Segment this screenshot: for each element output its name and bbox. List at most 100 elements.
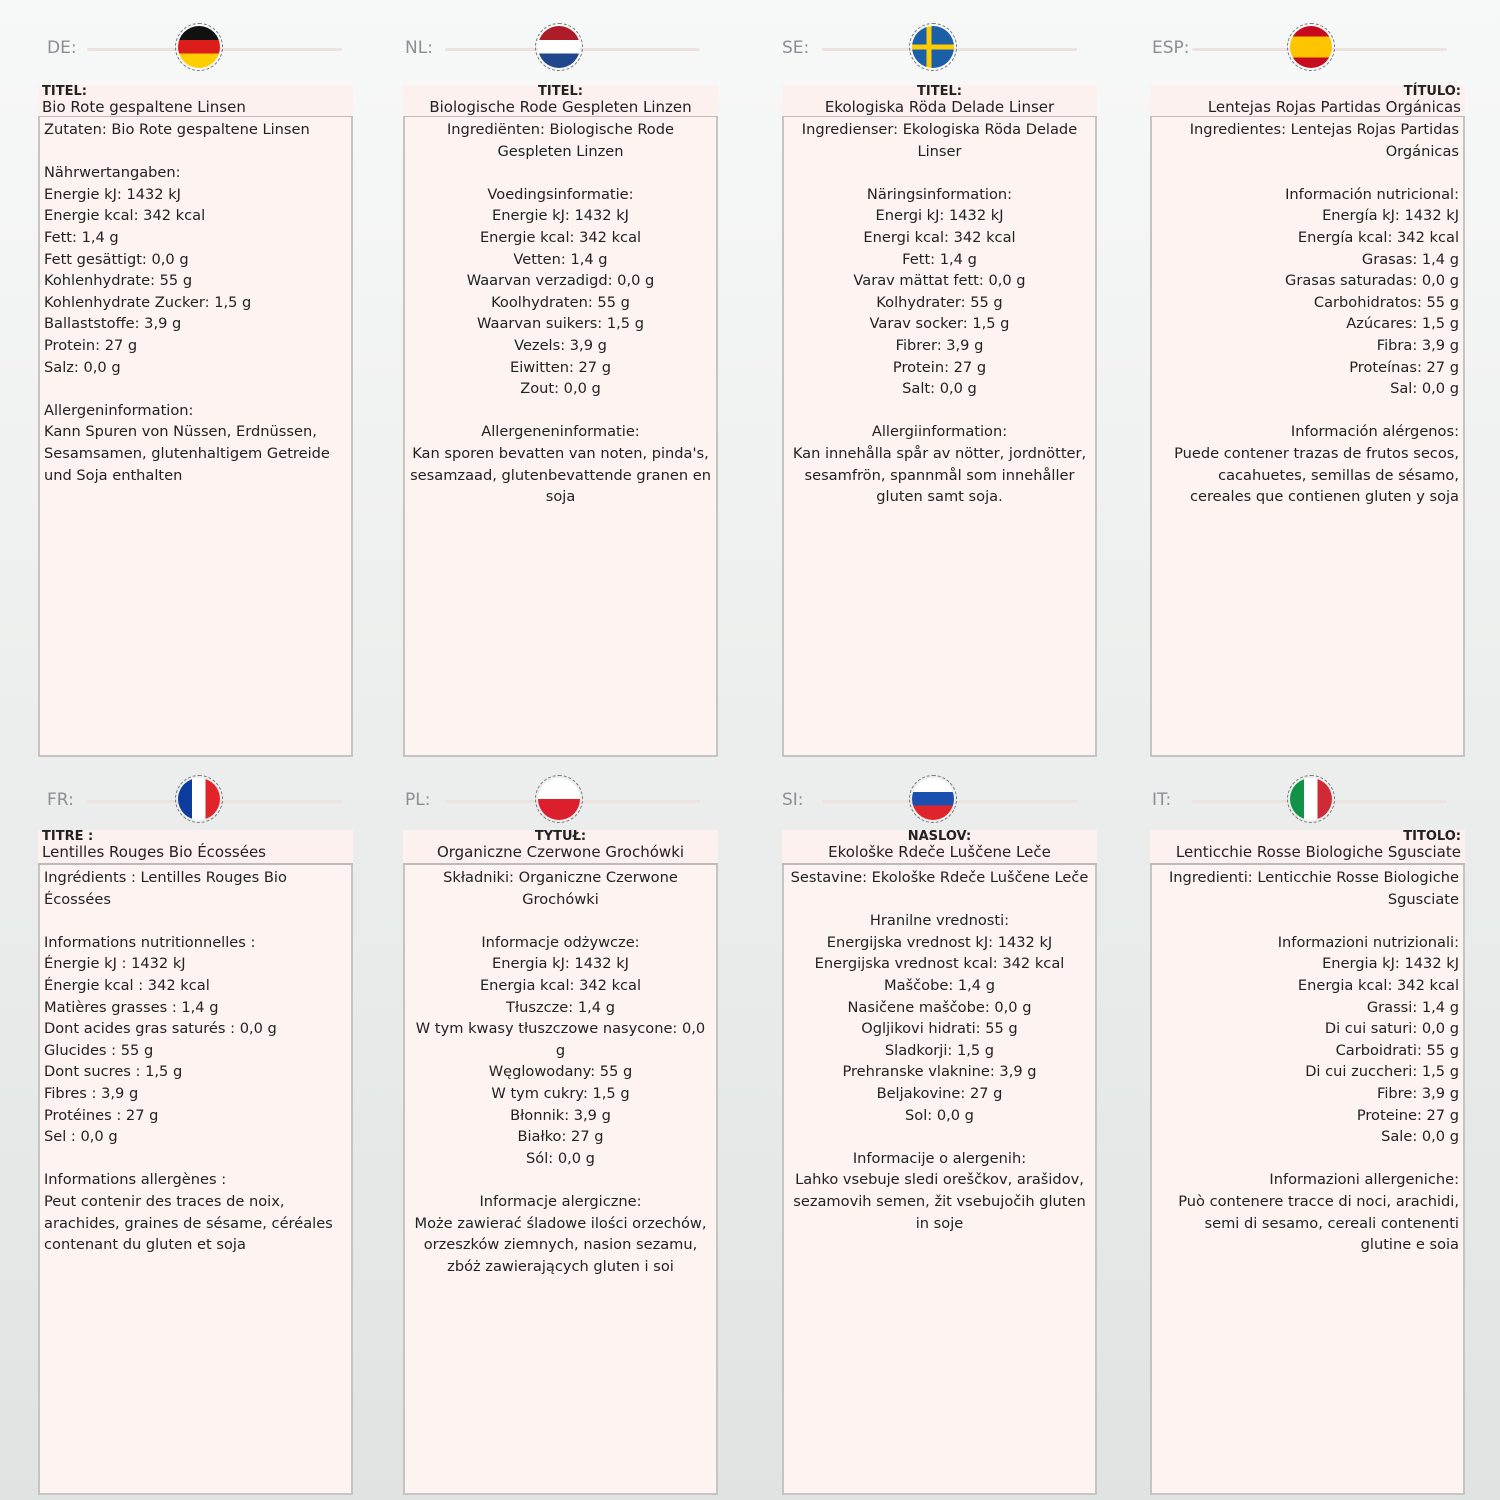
spacer: [44, 1148, 347, 1170]
france-flag-icon: [175, 775, 223, 823]
label-line: Energie kcal: 342 kcal: [479, 228, 642, 246]
label-line: Può contenere tracce di noci, arachidi, …: [1178, 1192, 1459, 1254]
label-line: Kann Spuren von Nüssen, Erdnüssen, Sesam…: [44, 423, 330, 484]
language-code: IT:: [1152, 790, 1172, 810]
label-line: Fibres : 3,9 g: [44, 1084, 139, 1102]
label-line: Energi kJ: 1432 kJ: [875, 207, 1004, 225]
label-line: Energía kcal: 342 kcal: [1297, 228, 1459, 246]
language-code: SI:: [782, 790, 804, 810]
language-code: FR:: [47, 790, 74, 810]
language-code: SE:: [782, 38, 810, 58]
label-line: Sladkorji: 1,5 g: [884, 1041, 995, 1059]
label-line: Fett: 1,4 g: [902, 250, 977, 268]
title-box: TITOLO: Lenticchie Rosse Biologiche Sgus…: [1150, 830, 1465, 865]
label-line: Energie kJ: 1432 kJ: [44, 185, 181, 203]
label-line: Informacije o alergenih:: [852, 1149, 1027, 1167]
label-line: Kolhydrater: 55 g: [876, 293, 1003, 311]
spacer: [788, 889, 1091, 911]
label-line: Sestavine: Ekološke Rdeče Luščene Leče: [790, 869, 1089, 886]
title-box: TYTUŁ: Organiczne Czerwone Grochówki: [403, 830, 718, 865]
spacer: [44, 378, 347, 400]
title-label: TYTUŁ:: [534, 829, 587, 844]
label-line: Fibrer: 3,9 g: [895, 336, 984, 354]
label-line: Allergeneninformatie:: [481, 423, 640, 441]
spacer: [409, 1169, 712, 1191]
label-line: Informacje alergiczne:: [479, 1192, 642, 1210]
product-title: Ekologiska Röda Delade Linser: [824, 98, 1055, 116]
label-line: Di cui saturi: 0,0 g: [1324, 1020, 1459, 1038]
label-line: Carboidrati: 55 g: [1335, 1041, 1459, 1059]
title-label: TITEL:: [538, 84, 583, 99]
label-line: Vezels: 3,9 g: [514, 336, 607, 354]
label-body: Ingrediënten: Biologische Rode Gespleten…: [403, 117, 718, 757]
title-label: TITEL:: [42, 84, 87, 99]
label-line: Información alérgenos:: [1290, 423, 1459, 441]
label-line: Waarvan suikers: 1,5 g: [477, 315, 644, 333]
poland-flag-icon: [535, 775, 583, 823]
label-line: Waarvan verzadigd: 0,0 g: [466, 272, 655, 290]
label-line: Sól: 0,0 g: [526, 1149, 595, 1167]
label-line: Węglowodany: 55 g: [488, 1063, 633, 1081]
title-box: TITEL: Ekologiska Röda Delade Linser: [782, 85, 1097, 118]
spacer: [44, 910, 347, 932]
label-line: Białko: 27 g: [517, 1128, 604, 1146]
label-line: Información nutricional:: [1285, 185, 1459, 203]
label-line: Nährwertangaben:: [44, 164, 181, 182]
label-line: Dont sucres : 1,5 g: [44, 1063, 183, 1081]
label-line: Allergiinformation:: [871, 423, 1008, 441]
sweden-flag-icon: [909, 23, 957, 71]
title-box: TÍTULO: Lentejas Rojas Partidas Orgánica…: [1150, 85, 1465, 118]
label-line: Sol: 0,0 g: [905, 1106, 974, 1124]
label-line: Energie kJ: 1432 kJ: [492, 207, 629, 225]
label-body: Sestavine: Ekološke Rdeče Luščene Leče Hr…: [782, 865, 1097, 1495]
title-box: TITRE : Lentilles Rouges Bio Écossées: [38, 830, 353, 865]
germany-flag-icon: [175, 23, 223, 71]
label-line: Energia kJ: 1432 kJ: [492, 955, 629, 973]
label-line: Informations nutritionnelles :: [44, 933, 256, 951]
label-line: Peut contenir des traces de noix, arachi…: [44, 1192, 333, 1254]
title-label: TITOLO:: [1403, 829, 1461, 844]
label-line: Proteine: 27 g: [1356, 1106, 1459, 1124]
language-code: PL:: [405, 790, 431, 810]
product-title: Ekološke Rdeče Luščene Leče: [828, 843, 1051, 861]
label-line: Tłuszcze: 1,4 g: [506, 998, 615, 1016]
label-line: Di cui zuccheri: 1,5 g: [1305, 1063, 1459, 1081]
label-line: Énergie kJ : 1432 kJ: [44, 955, 186, 973]
label-line: Kohlenhydrate Zucker: 1,5 g: [44, 293, 252, 311]
label-body: Zutaten: Bio Rote gespaltene Linsen Nährw…: [38, 117, 353, 757]
spacer: [44, 141, 347, 163]
label-body: Ingredientes: Lentejas Rojas Partidas Or…: [1150, 117, 1465, 757]
label-line: Proteínas: 27 g: [1349, 358, 1459, 376]
label-line: Beljakovine: 27 g: [876, 1084, 1003, 1102]
label-line: Informazioni nutrizionali:: [1277, 933, 1459, 951]
title-box: NASLOV: Ekološke Rdeče Luščene Leče: [782, 830, 1097, 865]
spacer: [409, 910, 712, 932]
language-code: DE:: [47, 38, 77, 58]
label-line: Informacje odżywcze:: [481, 933, 640, 951]
label-line: Koolhydraten: 55 g: [491, 293, 630, 311]
label-line: Grasas: 1,4 g: [1361, 250, 1459, 268]
label-line: Zout: 0,0 g: [520, 380, 601, 398]
title-label: TITRE :: [42, 829, 94, 844]
label-line: Carbohidratos: 55 g: [1313, 293, 1459, 311]
spain-flag-icon: [1287, 23, 1335, 71]
spacer: [409, 400, 712, 422]
title-label: TÍTULO:: [1403, 84, 1461, 99]
label-line: Kohlenhydrate: 55 g: [44, 272, 193, 290]
label-line: Voedingsinformatie:: [487, 185, 634, 203]
label-line: Protéines : 27 g: [44, 1106, 159, 1124]
spacer: [409, 162, 712, 184]
label-line: Protein: 27 g: [44, 336, 138, 354]
language-code: NL:: [405, 38, 433, 58]
label-line: Energía kJ: 1432 kJ: [1322, 207, 1459, 225]
spacer: [1156, 910, 1459, 932]
label-line: Varav socker: 1,5 g: [869, 315, 1010, 333]
label-line: Fibre: 3,9 g: [1377, 1084, 1459, 1102]
product-title: Lenticchie Rosse Biologiche Sgusciate: [1175, 843, 1461, 861]
label-line: Näringsinformation:: [866, 185, 1013, 203]
label-line: Salt: 0,0 g: [902, 380, 977, 398]
label-line: Informations allergènes :: [44, 1171, 227, 1189]
label-line: Może zawierać śladowe ilości orzechów, o…: [414, 1214, 707, 1275]
label-line: Nasičene maščobe: 0,0 g: [847, 998, 1032, 1016]
label-line: Fibra: 3,9 g: [1376, 336, 1459, 354]
